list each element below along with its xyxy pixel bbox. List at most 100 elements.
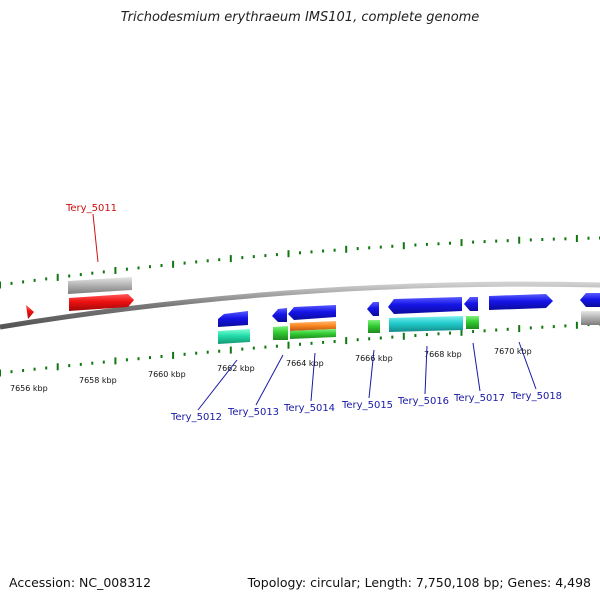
genome-backbone — [0, 281, 600, 330]
gene-arrow-tery-5012[interactable] — [218, 311, 248, 327]
leader-tery-5011 — [92, 213, 99, 263]
gene-labels: Tery_5011 Tery_5012 Tery_5013 Tery_5014 … — [65, 203, 562, 423]
leader-tery-5014 — [310, 352, 316, 402]
gene-label-tery-5012[interactable]: Tery_5012 — [170, 412, 222, 423]
gene-arrow-right-partial[interactable] — [580, 293, 600, 307]
upper-tick-minor — [68, 274, 71, 278]
upper-tick-minor — [529, 238, 532, 242]
upper-tick-major — [229, 255, 232, 263]
lower-tick-minor — [425, 333, 428, 337]
lower-tick-minor — [252, 346, 255, 350]
upper-tick-minor — [391, 244, 394, 248]
lower-tick-minor — [552, 325, 555, 329]
lower-tick-minor — [91, 361, 94, 365]
upper-tick-minor — [356, 247, 359, 251]
gene-label-tery-5015[interactable]: Tery_5015 — [341, 400, 393, 411]
upper-tick-minor — [506, 239, 509, 243]
gene-arrow-tery-5018[interactable] — [489, 294, 553, 310]
upper-tick-minor — [125, 267, 128, 271]
lower-tick-minor — [310, 341, 313, 345]
lower-tick-minor — [506, 327, 509, 331]
lower-tick-major — [0, 369, 1, 377]
feature-green-5014[interactable] — [290, 329, 336, 339]
gene-arrow-left-partial[interactable] — [26, 305, 34, 319]
lower-tick-minor — [22, 369, 25, 372]
lower-tick-minor — [160, 355, 163, 358]
upper-tick-major — [172, 260, 175, 268]
leader-tery-5016 — [424, 345, 428, 395]
lower-tick-minor — [356, 338, 359, 342]
lower-tick-major — [518, 325, 521, 333]
upper-tick-minor — [183, 261, 186, 265]
genome-title: Trichodesmium erythraeum IMS101, complet… — [120, 10, 480, 25]
gene-arrow-tery-5013[interactable] — [272, 308, 287, 322]
lower-tick-minor — [102, 360, 105, 364]
gene-label-tery-5014[interactable]: Tery_5014 — [283, 403, 335, 414]
lower-tick-major — [56, 363, 59, 371]
lower-tick-major — [114, 357, 117, 365]
gene-arrow-tery-5011[interactable] — [69, 294, 134, 311]
tick-label-7668: 7668 kbp — [424, 350, 462, 359]
gene-arrow-tery-5016[interactable] — [388, 297, 462, 314]
upper-tick-minor — [310, 250, 313, 254]
accession-text: Accession: NC_008312 — [9, 575, 152, 590]
feature-trna-5013[interactable] — [273, 326, 288, 340]
gene-label-tery-5011[interactable]: Tery_5011 — [65, 203, 117, 214]
upper-tick-major — [56, 273, 59, 281]
feature-grey-5011[interactable] — [68, 277, 132, 294]
lower-tick-major — [460, 328, 463, 336]
lower-tick-minor — [195, 351, 198, 355]
feature-grey-right-partial[interactable] — [581, 311, 600, 325]
lower-tick-major — [345, 337, 348, 345]
feature-trna-5015[interactable] — [368, 320, 380, 333]
upper-tick-major — [402, 242, 405, 250]
feature-cyan-5016[interactable] — [389, 316, 463, 332]
upper-tick-major — [114, 267, 117, 274]
upper-tick-minor — [587, 236, 590, 240]
feature-trna-5017[interactable] — [466, 316, 479, 329]
lower-tick-minor — [79, 362, 82, 366]
upper-tick-minor — [495, 239, 498, 243]
gene-arrow-tery-5015[interactable] — [367, 302, 379, 316]
upper-tick-minor — [449, 241, 451, 245]
upper-tick-minor — [218, 258, 221, 262]
gene-label-tery-5018[interactable]: Tery_5018 — [510, 391, 562, 402]
leader-tery-5015 — [368, 349, 375, 399]
upper-tick-minor — [437, 242, 440, 246]
lower-tick-major — [229, 346, 232, 354]
upper-tick-major — [345, 245, 348, 253]
lower-tick-minor — [495, 328, 498, 332]
gene-arrow-tery-5014[interactable] — [288, 305, 336, 320]
gene-label-tery-5016[interactable]: Tery_5016 — [397, 396, 449, 407]
gene-label-tery-5013[interactable]: Tery_5013 — [227, 407, 279, 418]
upper-tick-major — [460, 239, 463, 247]
gene-label-tery-5017[interactable]: Tery_5017 — [453, 393, 505, 404]
gene-features — [26, 277, 600, 344]
lower-tick-minor — [379, 336, 382, 340]
lower-tick-minor — [206, 350, 209, 354]
lower-tick-minor — [241, 347, 244, 351]
feature-orange-5014[interactable] — [290, 321, 336, 331]
lower-tick-major — [172, 351, 175, 359]
upper-tick-minor — [252, 255, 255, 259]
upper-tick-minor — [472, 240, 475, 244]
upper-tick-minor — [10, 281, 13, 285]
scale-labels: 7656 kbp 7658 kbp 7660 kbp 7662 kbp 7664… — [10, 347, 532, 393]
lower-tick-minor — [391, 335, 394, 339]
lower-tick-major — [575, 321, 578, 329]
lower-tick-minor — [414, 334, 417, 337]
lower-tick-major — [287, 341, 290, 349]
feature-teal-5012[interactable] — [218, 329, 250, 344]
lower-tick-minor — [333, 340, 336, 343]
upper-tick-minor — [333, 248, 336, 252]
upper-tick-minor — [33, 278, 36, 282]
upper-tick-minor — [379, 245, 382, 249]
gene-arrow-tery-5017[interactable] — [464, 297, 478, 311]
lower-tick-minor — [299, 342, 301, 346]
upper-tick-major — [518, 236, 521, 244]
upper-tick-minor — [22, 280, 25, 284]
upper-tick-minor — [483, 240, 486, 244]
lower-tick-minor — [183, 352, 186, 356]
tick-label-7670: 7670 kbp — [494, 347, 532, 356]
